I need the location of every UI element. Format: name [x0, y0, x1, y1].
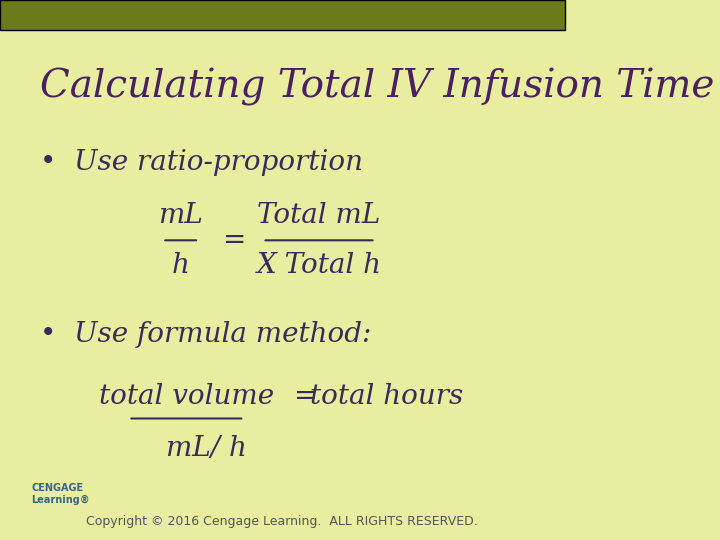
Text: X Total h: X Total h	[256, 252, 382, 279]
Text: Calculating Total IV Infusion Time: Calculating Total IV Infusion Time	[40, 68, 714, 105]
Text: h: h	[172, 252, 189, 279]
Text: =: =	[222, 227, 246, 254]
Text: total volume: total volume	[99, 383, 274, 410]
Text: total hours: total hours	[310, 383, 464, 410]
Text: Total mL: Total mL	[257, 202, 381, 229]
Text: •  Use formula method:: • Use formula method:	[40, 321, 371, 348]
Text: mL: mL	[158, 202, 203, 229]
Text: =: =	[294, 383, 318, 410]
FancyBboxPatch shape	[0, 0, 564, 30]
Text: •  Use ratio-proportion: • Use ratio-proportion	[40, 148, 362, 176]
Text: mL/ h: mL/ h	[166, 435, 246, 462]
Text: CENGAGE
Learning®: CENGAGE Learning®	[31, 483, 90, 505]
Text: Copyright © 2016 Cengage Learning.  ALL RIGHTS RESERVED.: Copyright © 2016 Cengage Learning. ALL R…	[86, 515, 478, 528]
